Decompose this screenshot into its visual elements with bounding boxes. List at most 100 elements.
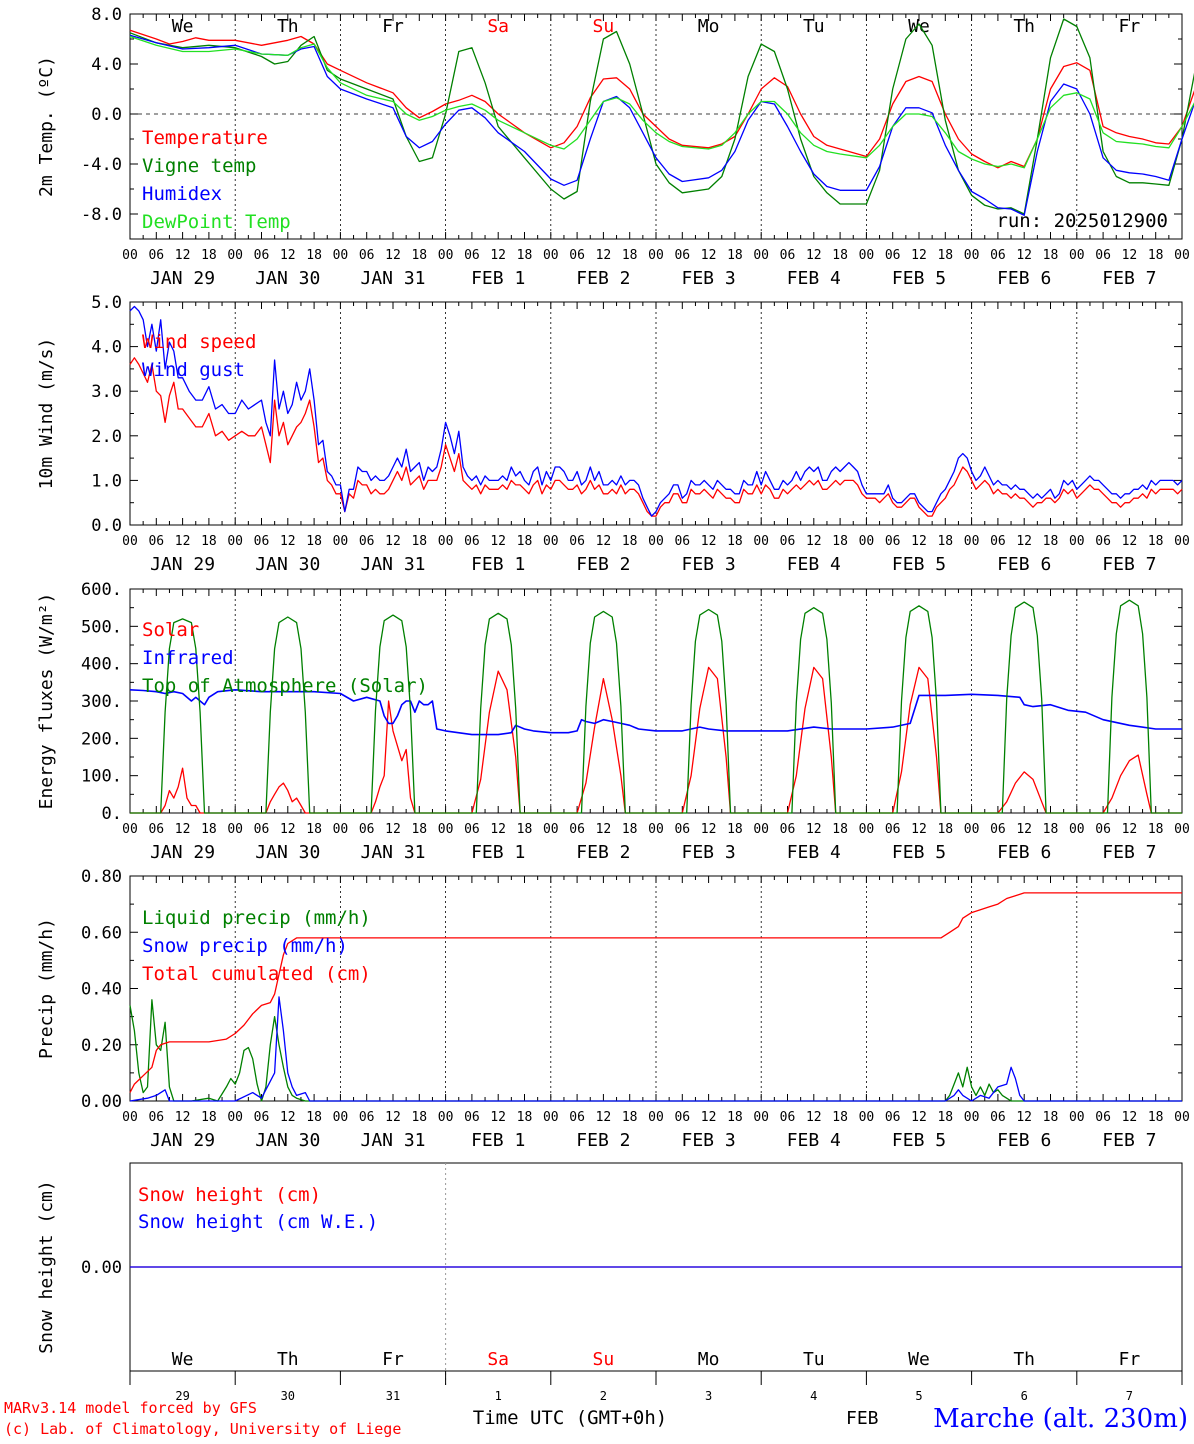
hour-label: 18 — [832, 1110, 848, 1125]
date-label: JAN 31 — [360, 842, 425, 863]
series-line-vigne-temp — [129, 18, 1194, 215]
weekday-label: We — [172, 16, 194, 37]
hour-label: 00 — [753, 248, 769, 263]
hour-label: 00 — [1174, 534, 1190, 549]
date-label: FEB 4 — [787, 842, 841, 863]
y-tick-label: -4.0 — [81, 155, 122, 175]
y-tick-label: 0.00 — [81, 1258, 122, 1278]
hour-label: 18 — [411, 534, 427, 549]
hour-label: 12 — [806, 822, 822, 837]
hour-label: 18 — [517, 248, 533, 263]
hour-label: 12 — [911, 1110, 927, 1125]
hour-label: 12 — [175, 534, 191, 549]
date-label: JAN 29 — [150, 1130, 215, 1151]
hour-label: 18 — [727, 248, 743, 263]
hour-label: 18 — [306, 248, 322, 263]
y-axis-title: 2m Temp. (ºC) — [36, 56, 57, 197]
series-line-total-cumulated-cm — [129, 892, 1182, 1093]
hour-label: 12 — [280, 822, 296, 837]
legend-entry: Wind gust — [142, 359, 245, 381]
hour-label: 18 — [306, 822, 322, 837]
hour-label: 00 — [1069, 822, 1085, 837]
day-number: 30 — [281, 1389, 295, 1403]
y-tick-label: 4.0 — [91, 338, 122, 358]
date-label: FEB 5 — [892, 842, 946, 863]
hour-label: 12 — [490, 1110, 506, 1125]
date-label: FEB 7 — [1102, 1130, 1156, 1151]
hour-label: 18 — [1148, 1110, 1164, 1125]
hour-label: 06 — [464, 822, 480, 837]
hour-label: 00 — [964, 822, 980, 837]
hour-label: 06 — [885, 534, 901, 549]
hour-label: 00 — [122, 534, 138, 549]
hour-label: 12 — [1122, 248, 1138, 263]
day-number: 29 — [175, 1389, 189, 1403]
date-label: FEB 3 — [682, 842, 736, 863]
weekday-label: Su — [593, 16, 615, 37]
weekday-label: Th — [277, 16, 299, 37]
hour-label: 12 — [280, 1110, 296, 1125]
hour-label: 12 — [596, 822, 612, 837]
weekday-label: Mo — [698, 16, 720, 37]
legend-entry: Total cumulated (cm) — [142, 963, 371, 985]
hour-label: 12 — [701, 534, 717, 549]
hour-label: 18 — [517, 822, 533, 837]
hour-label: 00 — [438, 248, 454, 263]
series-line-humidex — [129, 34, 1194, 216]
legend-entry: Infrared — [142, 647, 234, 669]
hour-label: 00 — [859, 534, 875, 549]
hour-label: 18 — [622, 534, 638, 549]
run-label: run: 2025012900 — [996, 210, 1168, 232]
date-label: JAN 31 — [360, 268, 425, 289]
hour-label: 12 — [1016, 534, 1032, 549]
legend-entry: Temperature — [142, 127, 268, 149]
weekday-label: Th — [1013, 16, 1035, 37]
hour-label: 00 — [753, 822, 769, 837]
hour-label: 06 — [254, 248, 270, 263]
hour-label: 18 — [727, 822, 743, 837]
month-label: FEB — [846, 1408, 879, 1429]
date-label: FEB 5 — [892, 1130, 946, 1151]
hour-label: 06 — [569, 248, 585, 263]
hour-label: 18 — [306, 1110, 322, 1125]
y-tick-label: 200. — [81, 729, 122, 749]
hour-label: 06 — [780, 248, 796, 263]
hour-label: 00 — [438, 1110, 454, 1125]
hour-label: 00 — [227, 1110, 243, 1125]
hour-label: 06 — [148, 248, 164, 263]
station-title: Marche (alt. 230m) — [933, 1404, 1188, 1434]
weekday-label: Tu — [803, 1349, 825, 1370]
y-tick-label: 3.0 — [91, 382, 122, 402]
weekday-label: Th — [1013, 1349, 1035, 1370]
hour-label: 00 — [122, 1110, 138, 1125]
lab-credit: (c) Lab. of Climatology, University of L… — [4, 1420, 401, 1438]
hour-label: 00 — [1174, 822, 1190, 837]
hour-label: 06 — [148, 534, 164, 549]
date-label: FEB 6 — [997, 1130, 1051, 1151]
hour-label: 18 — [411, 248, 427, 263]
date-label: FEB 3 — [682, 268, 736, 289]
date-label: FEB 3 — [682, 554, 736, 575]
hour-label: 18 — [727, 1110, 743, 1125]
hour-label: 12 — [701, 248, 717, 263]
hour-label: 12 — [175, 822, 191, 837]
date-label: FEB 2 — [576, 554, 630, 575]
hour-label: 18 — [937, 822, 953, 837]
hour-label: 00 — [333, 534, 349, 549]
weekday-label: Th — [277, 1349, 299, 1370]
hour-label: 00 — [964, 248, 980, 263]
date-label: FEB 7 — [1102, 842, 1156, 863]
legend-entry: Solar — [142, 619, 199, 641]
series-line-liquid-precip-mm-h — [129, 999, 1182, 1102]
y-tick-label: 100. — [81, 767, 122, 787]
hour-label: 12 — [385, 534, 401, 549]
y-axis-title: 10m Wind (m/s) — [36, 338, 57, 490]
weekday-label: Mo — [698, 1349, 720, 1370]
day-number: 5 — [915, 1389, 922, 1403]
hour-label: 00 — [333, 1110, 349, 1125]
legend-entry: Snow height (cm) — [138, 1184, 321, 1206]
hour-label: 12 — [596, 534, 612, 549]
day-number: 31 — [386, 1389, 400, 1403]
